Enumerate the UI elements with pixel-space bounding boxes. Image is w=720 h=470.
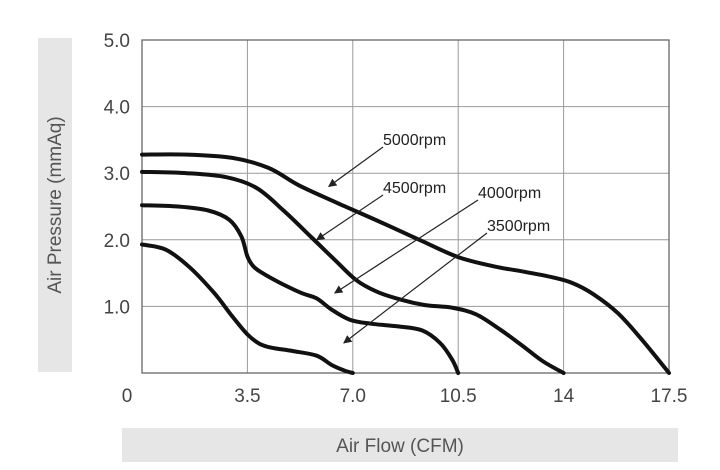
curve-4000rpm [140, 203, 461, 375]
annotations: 5000rpm 4500rpm 4000rpm 3500rpm [315, 132, 550, 344]
curve-4500rpm [140, 169, 566, 375]
annotation-arrow-4500rpm [315, 194, 384, 241]
annotation-arrow-5000rpm [328, 146, 384, 188]
y-axis-title-band [38, 38, 72, 372]
annotation-4500rpm: 4500rpm [383, 180, 446, 197]
curve-5000rpm [140, 152, 671, 375]
x-tick-label: 0 [122, 386, 133, 407]
x-tick-label: 10.5 [440, 386, 477, 407]
x-tick-label: 3.5 [234, 386, 260, 407]
annotation-5000rpm: 5000rpm [383, 132, 446, 149]
y-tick-label: 5.0 [104, 31, 130, 52]
y-tick-label: 3.0 [104, 164, 130, 185]
y-tick-label: 4.0 [104, 98, 130, 119]
x-tick-label: 14 [553, 386, 575, 407]
annotation-arrow-3500rpm [343, 232, 488, 344]
curve-3500rpm [140, 242, 355, 375]
plot-frame [141, 39, 670, 374]
grid [142, 40, 669, 373]
y-axis-title: Air Pressure (mmAq) [45, 116, 66, 293]
x-tick-label: 7.0 [340, 386, 366, 407]
y-tick-label: 1.0 [104, 297, 130, 318]
annotation-arrow-4000rpm [334, 199, 479, 294]
x-axis-title: Air Flow (CFM) [336, 436, 464, 457]
y-tick-label: 2.0 [104, 231, 130, 252]
curves [140, 152, 671, 375]
annotation-3500rpm: 3500rpm [487, 218, 550, 235]
x-tick-label: 17.5 [651, 386, 688, 407]
tick-labels: 0 3.5 7.0 10.5 14 17.5 1.0 2.0 3.0 4.0 5.0 [104, 31, 688, 407]
annotation-4000rpm: 4000rpm [478, 185, 541, 202]
x-axis-title-band [122, 428, 678, 462]
